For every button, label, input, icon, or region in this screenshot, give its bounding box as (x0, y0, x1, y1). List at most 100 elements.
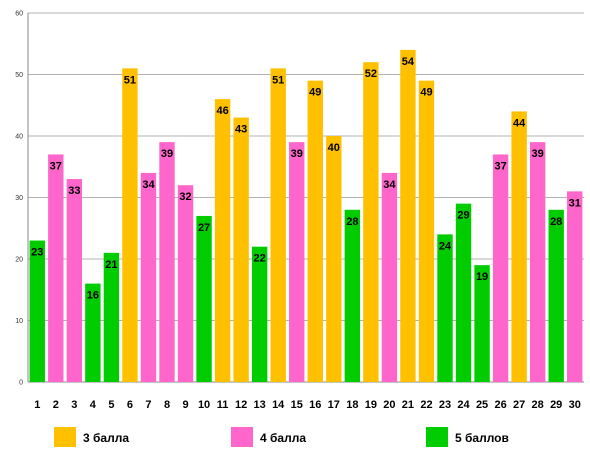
bar-23 (437, 234, 453, 382)
data-label-16: 49 (309, 87, 321, 99)
data-label-10: 27 (198, 222, 210, 234)
bar-15 (289, 142, 305, 382)
bar-5 (103, 252, 120, 382)
x-tick-label-18: 18 (346, 399, 358, 411)
x-tick-label-1: 1 (34, 399, 40, 411)
y-tick-label: 60 (15, 11, 23, 18)
x-tick-label-14: 14 (272, 399, 285, 411)
bar-3 (66, 179, 83, 382)
x-tick-label-21: 21 (402, 399, 414, 411)
data-label-3: 33 (68, 185, 80, 197)
bar-22 (418, 80, 435, 383)
bar-8 (159, 142, 175, 382)
x-tick-label-9: 9 (182, 399, 188, 411)
x-tick-label-19: 19 (365, 399, 377, 411)
bar-30 (567, 191, 583, 382)
bar-17 (326, 136, 342, 382)
bar-10 (196, 215, 212, 382)
data-label-9: 32 (179, 191, 191, 203)
data-label-29: 28 (550, 216, 562, 228)
data-label-24: 29 (457, 210, 469, 222)
bar-11 (214, 99, 231, 382)
bar-4 (85, 283, 101, 382)
data-label-28: 39 (532, 148, 544, 160)
y-tick-label: 30 (15, 195, 23, 202)
bar-14 (270, 68, 286, 382)
bar-18 (344, 209, 361, 382)
x-tick-labels: 1 2 3 4 5 6 7 8 9 10 11 12 13 14 15 16 17 18 19 20 21 22 23 24 2… (34, 399, 581, 411)
legend-label-3: 3 балла (83, 431, 129, 445)
x-tick-label-20: 20 (383, 399, 395, 411)
bar-21 (400, 49, 416, 383)
legend-swatch-3 (54, 427, 76, 447)
legend-label-5: 5 баллов (455, 431, 509, 445)
bar-26 (492, 154, 509, 382)
x-tick-label-3: 3 (71, 399, 77, 411)
axes (27, 13, 584, 383)
grid-lines (28, 12, 584, 321)
x-tick-label-26: 26 (494, 399, 506, 411)
x-tick-label-2: 2 (53, 399, 59, 411)
legend-swatch-4 (231, 427, 253, 447)
data-label-21: 54 (402, 56, 415, 68)
x-tick-label-8: 8 (164, 399, 170, 411)
bar-9 (177, 185, 194, 382)
x-tick-label-22: 22 (420, 399, 432, 411)
x-tick-label-24: 24 (457, 399, 470, 411)
data-label-2: 37 (50, 160, 62, 172)
data-label-23: 24 (439, 240, 452, 252)
bar-29 (548, 209, 564, 382)
data-label-8: 39 (161, 148, 173, 160)
data-label-19: 52 (365, 68, 377, 80)
bar-25 (474, 265, 490, 382)
data-label-17: 40 (328, 142, 340, 154)
bar-24 (455, 203, 472, 382)
x-tick-label-23: 23 (439, 399, 451, 411)
bar-1 (29, 240, 45, 382)
x-tick-label-7: 7 (145, 399, 151, 411)
bar-7 (140, 172, 157, 382)
legend: 3 балла 4 балла 5 баллов (54, 427, 509, 447)
bar-6 (122, 68, 138, 382)
x-tick-label-17: 17 (328, 399, 340, 411)
bar-2 (48, 154, 64, 382)
data-label-7: 34 (142, 179, 155, 191)
legend-label-4: 4 балла (260, 431, 306, 445)
bar-12 (233, 117, 249, 383)
x-tick-label-28: 28 (532, 399, 544, 411)
x-tick-label-25: 25 (476, 399, 488, 411)
legend-swatch-5 (426, 427, 448, 447)
x-tick-label-16: 16 (309, 399, 321, 411)
bar-19 (363, 62, 379, 382)
data-label-1: 23 (31, 247, 43, 259)
data-label-12: 43 (235, 124, 247, 136)
x-tick-label-4: 4 (90, 399, 97, 411)
x-tick-label-27: 27 (513, 399, 525, 411)
x-tick-label-11: 11 (217, 399, 229, 411)
bar-13 (251, 246, 268, 382)
data-label-22: 49 (420, 87, 432, 99)
y-tick-label: 20 (15, 257, 23, 264)
y-tick-label: 40 (15, 134, 23, 141)
data-label-27: 44 (513, 117, 526, 129)
x-tick-label-6: 6 (127, 399, 133, 411)
data-label-11: 46 (216, 105, 228, 117)
y-tick-labels: 0 10 20 30 40 50 60 (15, 11, 23, 387)
data-label-18: 28 (346, 216, 358, 228)
y-tick-label: 10 (15, 318, 23, 325)
bar-20 (381, 172, 398, 382)
bar-28 (529, 142, 546, 382)
y-tick-label: 50 (15, 72, 23, 79)
x-tick-label-5: 5 (108, 399, 114, 411)
x-tick-label-12: 12 (235, 399, 247, 411)
data-label-13: 22 (254, 253, 266, 265)
data-labels: 23 37 33 16 21 51 34 39 32 27 46 43 22 51 39 49 40 28 52 34… (31, 56, 581, 302)
data-label-20: 34 (383, 179, 396, 191)
bar-16 (307, 80, 323, 383)
x-tick-label-13: 13 (254, 399, 266, 411)
data-label-15: 39 (291, 148, 303, 160)
y-tick-label: 0 (19, 380, 23, 387)
x-tick-label-15: 15 (291, 399, 303, 411)
data-label-14: 51 (272, 74, 284, 86)
